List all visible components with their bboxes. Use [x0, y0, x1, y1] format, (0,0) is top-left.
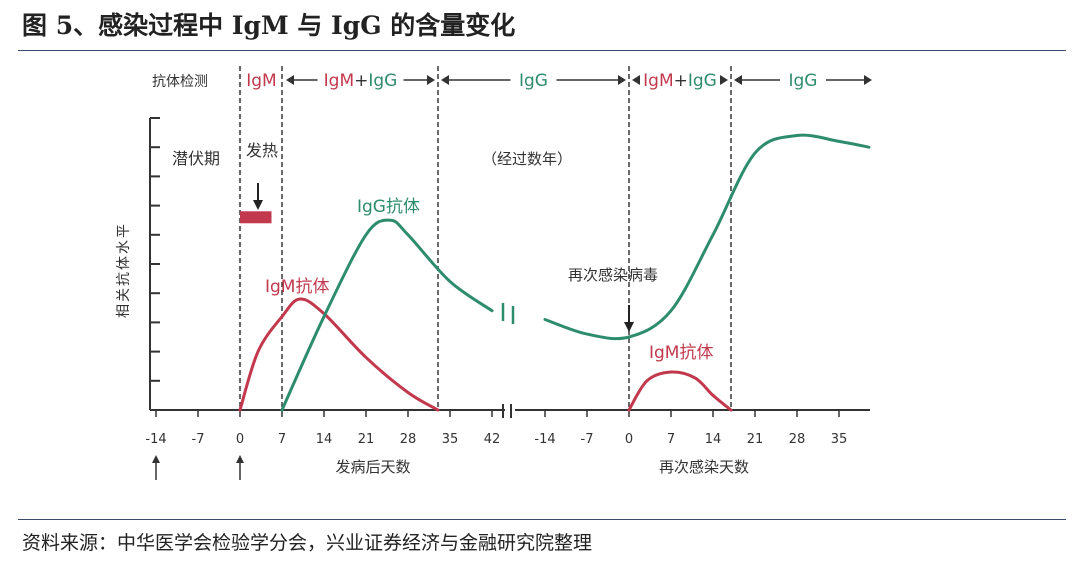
igm-curve-label-secondary: IgM抗体: [649, 343, 713, 363]
x-tick-label: 28: [400, 432, 417, 447]
header-arrow-head: [441, 75, 449, 85]
figure-title: 图 5、感染过程中 IgM 与 IgG 的含量变化: [22, 11, 516, 40]
x-axis-label-secondary: 再次感染天数: [659, 458, 749, 476]
incubation-label: 潜伏期: [172, 149, 220, 168]
x-tick-label: -7: [581, 432, 594, 447]
detection-segment-label: IgM+IgG: [324, 71, 398, 91]
x-tick-label: -14: [145, 432, 166, 447]
header-arrow-head: [427, 75, 435, 85]
detection-segment-label: IgG: [519, 71, 548, 91]
header-arrow-head: [720, 75, 728, 85]
detection-header: 抗体检测 IgM IgM+IgG IgG IgM+IgG IgG: [152, 71, 872, 91]
x-axis-label-primary: 发病后天数: [335, 458, 410, 476]
series-line-igg-secondary: [543, 133, 871, 341]
igg-curve-label: IgG抗体: [357, 197, 420, 217]
fever-bar: [240, 211, 272, 224]
x-tick-label: 0: [625, 432, 633, 447]
x-tick-label: 21: [747, 432, 764, 447]
up-arrow-head: [152, 455, 160, 463]
x-tick-label: 14: [316, 432, 333, 447]
series-line-igg-primary: [280, 218, 494, 412]
antibody-chart: 相关抗体水平 -14 -7 0 7 14 21 28 35 42 -14 -7 0 7 14 21 28 35 发病…: [116, 66, 872, 480]
source-rule: [18, 519, 1066, 520]
title-rule: [18, 50, 1066, 51]
x-tick-label: 28: [789, 432, 806, 447]
header-arrow-head: [618, 75, 626, 85]
fever-label: 发热: [246, 141, 278, 160]
detection-label: 抗体检测: [152, 74, 208, 90]
x-tick-label: 7: [278, 432, 286, 447]
annotations-group: 潜伏期 发热 （经过数年） 再次感染病毒 IgG抗体 IgM抗体 IgM抗体: [172, 141, 713, 363]
x-tick-label: 14: [705, 432, 722, 447]
detection-segment-label: IgG: [789, 71, 818, 91]
igm-curve-label-primary: IgM抗体: [265, 277, 329, 297]
x-tick-label: 35: [442, 432, 459, 447]
detection-segment-label: IgM+IgG: [643, 71, 717, 91]
series-group: [238, 133, 871, 412]
x-tick-label: 35: [831, 432, 848, 447]
header-arrow-head: [734, 75, 742, 85]
detection-segment-label: IgM: [246, 71, 276, 91]
x-tick-label: -7: [192, 432, 205, 447]
x-tick-label: 21: [358, 432, 375, 447]
years-note: （经过数年）: [482, 150, 572, 168]
source-note: 资料来源：中华医学会检验学分会，兴业证券经济与金融研究院整理: [22, 532, 593, 554]
x-tick-label: -14: [534, 432, 555, 447]
up-arrow-head: [236, 455, 244, 463]
y-axis-label: 相关抗体水平: [116, 222, 132, 318]
axes-group: 相关抗体水平 -14 -7 0 7 14 21 28 35 42 -14 -7 0 7 14 21 28 35 发病…: [116, 66, 870, 480]
fever-arrow-head: [253, 200, 263, 210]
reinfection-label: 再次感染病毒: [568, 266, 658, 284]
reinfection-arrow-head: [624, 322, 634, 332]
header-arrow-head: [286, 75, 294, 85]
header-arrow-head: [864, 75, 872, 85]
series-line-igm-primary: [238, 297, 440, 412]
x-tick-label: 0: [236, 432, 244, 447]
series-line-igm-secondary: [627, 370, 733, 412]
x-tick-label: 7: [667, 432, 675, 447]
header-arrow-head: [632, 75, 640, 85]
x-tick-label: 42: [484, 432, 501, 447]
